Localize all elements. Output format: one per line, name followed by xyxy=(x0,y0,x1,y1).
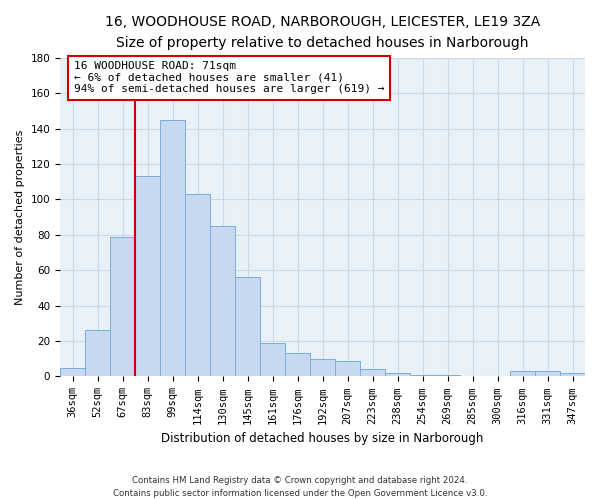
Y-axis label: Number of detached properties: Number of detached properties xyxy=(15,130,25,305)
Bar xyxy=(185,194,210,376)
X-axis label: Distribution of detached houses by size in Narborough: Distribution of detached houses by size … xyxy=(161,432,484,445)
Bar xyxy=(85,330,110,376)
Bar xyxy=(160,120,185,376)
Bar xyxy=(60,368,85,376)
Bar xyxy=(510,371,535,376)
Bar xyxy=(435,374,460,376)
Bar xyxy=(385,373,410,376)
Text: Contains HM Land Registry data © Crown copyright and database right 2024.
Contai: Contains HM Land Registry data © Crown c… xyxy=(113,476,487,498)
Bar xyxy=(260,343,285,376)
Bar xyxy=(210,226,235,376)
Bar xyxy=(535,371,560,376)
Text: 16 WOODHOUSE ROAD: 71sqm
← 6% of detached houses are smaller (41)
94% of semi-de: 16 WOODHOUSE ROAD: 71sqm ← 6% of detache… xyxy=(74,62,384,94)
Bar xyxy=(285,354,310,376)
Bar xyxy=(335,360,360,376)
Bar xyxy=(135,176,160,376)
Bar xyxy=(360,370,385,376)
Bar xyxy=(310,358,335,376)
Title: 16, WOODHOUSE ROAD, NARBOROUGH, LEICESTER, LE19 3ZA
Size of property relative to: 16, WOODHOUSE ROAD, NARBOROUGH, LEICESTE… xyxy=(105,15,540,50)
Bar xyxy=(560,373,585,376)
Bar xyxy=(410,374,435,376)
Bar xyxy=(110,236,135,376)
Bar xyxy=(235,278,260,376)
